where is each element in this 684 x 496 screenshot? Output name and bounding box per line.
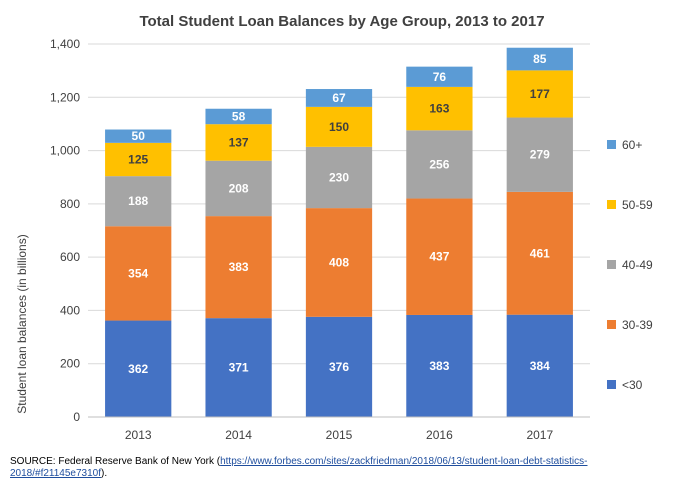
x-tick-label: 2014 (225, 428, 252, 442)
bar-segment (205, 108, 272, 125)
bar-segment (406, 66, 473, 87)
legend-swatch (607, 200, 616, 209)
legend-swatch (607, 140, 616, 149)
bar-segment (205, 124, 272, 161)
y-tick-label: 400 (60, 303, 80, 317)
chart-title: Total Student Loan Balances by Age Group… (139, 13, 544, 30)
x-axis-ticks: 2013 2014 2015 2016 2017 (125, 428, 554, 442)
data-label: 76 (433, 70, 447, 84)
bar-segment (305, 146, 373, 209)
bar-segment (305, 89, 373, 107)
x-tick-label: 2017 (526, 428, 553, 442)
data-label: 230 (329, 170, 349, 184)
data-label: 408 (329, 255, 349, 269)
bar-segment (105, 129, 172, 143)
bar-segment (506, 191, 573, 315)
bar-segment (406, 130, 473, 199)
bar-segment (406, 198, 473, 315)
data-label: 208 (229, 181, 249, 195)
legend-swatch (607, 380, 616, 389)
legend-swatch (607, 320, 616, 329)
bar-segment (205, 216, 272, 319)
data-label: 50 (132, 129, 146, 143)
bar-segment (205, 318, 272, 417)
bar-segment (506, 70, 573, 118)
y-tick-label: 800 (60, 197, 80, 211)
x-tick-label: 2013 (125, 428, 152, 442)
data-label: 188 (128, 194, 148, 208)
y-axis-label: Student loan balances (in billions) (15, 234, 29, 413)
y-tick-label: 600 (60, 250, 80, 264)
y-tick-label: 1,000 (50, 144, 80, 158)
legend-label: 60+ (622, 138, 642, 152)
x-tick-label: 2016 (426, 428, 453, 442)
data-label: 150 (329, 120, 349, 134)
legend-label: 30-39 (622, 318, 653, 332)
data-label: 125 (128, 152, 148, 166)
data-label: 437 (429, 250, 449, 264)
bar-segment (305, 316, 373, 417)
data-label: 383 (229, 260, 249, 274)
data-label: 279 (530, 148, 550, 162)
data-label: 461 (530, 246, 550, 260)
data-label: 256 (429, 157, 449, 171)
y-tick-label: 1,200 (50, 90, 80, 104)
data-label: 354 (128, 266, 148, 280)
bar-segment (406, 86, 473, 131)
y-tick-label: 200 (60, 357, 80, 371)
data-label: 85 (533, 52, 547, 66)
data-label: 58 (232, 109, 246, 123)
legend-label: 40-49 (622, 258, 653, 272)
data-label: 376 (329, 360, 349, 374)
stacked-bar-chart: Total Student Loan Balances by Age Group… (15, 13, 653, 442)
data-label: 137 (229, 135, 249, 149)
y-tick-label: 0 (73, 410, 80, 424)
bar-segment (506, 314, 573, 417)
source-suffix: ). (101, 468, 108, 479)
source-prefix: SOURCE: Federal Reserve Bank of New York… (10, 456, 221, 467)
source-link[interactable]: https://www.forbes.com/sites/zackfriedma… (10, 456, 588, 479)
bars: 362 354 188 125 50 371 383 208 137 58 376 408 230 150… (105, 47, 573, 417)
bar-segment (506, 47, 573, 71)
legend-label: <30 (622, 378, 643, 392)
bar-segment (105, 226, 172, 321)
data-label: 384 (530, 359, 550, 373)
bar-segment (406, 314, 473, 417)
legend-swatch (607, 260, 616, 269)
bar-segment (506, 117, 573, 192)
y-tick-label: 1,400 (50, 37, 80, 51)
data-label: 67 (332, 91, 346, 105)
bar-segment (305, 106, 373, 147)
data-label: 383 (429, 359, 449, 373)
data-label: 177 (530, 87, 550, 101)
bar-segment (105, 176, 172, 227)
bar-segment (105, 320, 172, 417)
data-label: 163 (429, 102, 449, 116)
y-axis-ticks: 0 200 400 600 800 1,000 1,200 1,400 (50, 37, 80, 424)
legend: 60+ 50-59 40-49 30-39 <30 (607, 138, 653, 392)
data-label: 371 (229, 361, 249, 375)
x-tick-label: 2015 (326, 428, 353, 442)
bar-segment (205, 160, 272, 217)
bar-segment (305, 208, 373, 317)
data-label: 362 (128, 362, 148, 376)
source-note: SOURCE: Federal Reserve Bank of New York… (10, 456, 670, 480)
legend-label: 50-59 (622, 198, 653, 212)
bar-segment (105, 142, 172, 177)
